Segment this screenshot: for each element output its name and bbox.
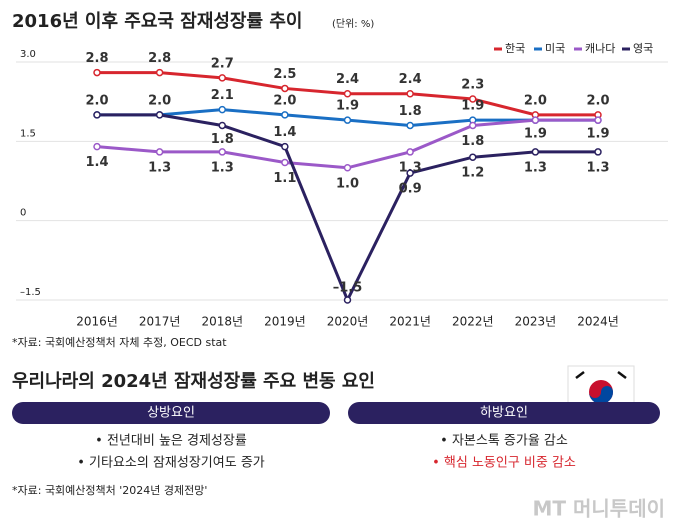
- point: [281, 111, 289, 119]
- value-label: 2.4: [399, 72, 422, 87]
- value-label: 1.9: [586, 127, 609, 142]
- point: [406, 169, 414, 177]
- value-label: 2.0: [85, 93, 108, 108]
- value-label: 2.1: [211, 88, 234, 103]
- upside-item: • 기타요소의 잠재성장기여도 증가: [77, 456, 265, 471]
- x-tick-label: 2017년: [139, 315, 181, 329]
- value-label: 2.5: [273, 67, 296, 82]
- point: [469, 153, 477, 161]
- downside-item: • 자본스톡 증가율 감소: [440, 434, 568, 449]
- value-label: 2.3: [461, 78, 484, 93]
- value-label: 2.8: [148, 51, 171, 66]
- point: [218, 148, 226, 156]
- point: [594, 148, 602, 156]
- watermark: MT 머니투데이: [532, 497, 665, 521]
- legend-label: 한국: [505, 42, 525, 55]
- value-label: 1.3: [211, 160, 234, 175]
- value-label: 1.3: [399, 160, 422, 175]
- point: [155, 68, 164, 77]
- value-label: 2.4: [336, 72, 359, 87]
- point: [343, 164, 352, 172]
- downside-item: • 핵심 노동인구 비중 감소: [432, 456, 576, 471]
- x-tick-label: 2023년: [515, 315, 557, 329]
- value-label: 1.3: [524, 160, 547, 175]
- point: [531, 116, 540, 124]
- upside-item: • 전년대비 높은 경제성장률: [95, 434, 247, 449]
- value-label: 1.1: [273, 171, 296, 186]
- point: [469, 121, 477, 130]
- x-tick-label: 2018년: [201, 315, 243, 329]
- series-line: [96, 118, 598, 170]
- point: [281, 142, 289, 151]
- value-label: 1.4: [85, 155, 108, 170]
- downside-header-bg: [348, 402, 660, 424]
- chart-title: 2016년 이후 주요국 잠재성장률 추이: [12, 11, 302, 32]
- value-label: 1.3: [148, 160, 171, 175]
- value-label: 1.4: [273, 125, 296, 140]
- value-label: 1.0: [336, 176, 359, 191]
- point: [281, 158, 289, 167]
- x-tick-label: 2020년: [327, 315, 369, 329]
- value-label: 2.0: [273, 93, 296, 108]
- point: [93, 68, 101, 77]
- value-label: 1.9: [336, 99, 359, 114]
- value-label: 2.8: [85, 51, 108, 66]
- y-tick-label: 0: [20, 208, 26, 219]
- upside-header: 상방요인: [147, 406, 195, 421]
- point: [469, 95, 477, 103]
- point: [93, 111, 101, 119]
- value-label: 2.0: [148, 93, 171, 108]
- point: [218, 121, 226, 130]
- downside-header: 하방요인: [480, 406, 528, 421]
- value-label: 1.3: [586, 160, 609, 175]
- y-tick-label: –1.5: [20, 287, 41, 298]
- point: [406, 148, 414, 156]
- y-tick-label: 1.5: [20, 128, 36, 139]
- value-label: 2.0: [524, 93, 547, 108]
- x-tick-label: 2022년: [452, 315, 494, 329]
- series-line: [97, 113, 598, 304]
- point: [343, 296, 352, 304]
- legend-label: 캐나다: [585, 42, 615, 55]
- y-tick-label: 3.0: [20, 49, 36, 60]
- point: [155, 148, 164, 156]
- x-tick-label: 2019년: [264, 315, 306, 329]
- value-label: 1.2: [461, 166, 484, 181]
- value-label: 1.8: [399, 104, 422, 119]
- upside-header-bg: [12, 402, 330, 424]
- point: [406, 121, 414, 130]
- value-label: 1.8: [211, 132, 234, 147]
- point: [531, 148, 540, 156]
- section-title: 우리나라의 2024년 잠재성장률 주요 변동 요인: [12, 371, 375, 392]
- point: [218, 74, 226, 82]
- legend-label: 영국: [633, 42, 653, 55]
- point: [343, 89, 352, 98]
- legend-label: 미국: [545, 42, 565, 55]
- x-tick-label: 2021년: [389, 315, 431, 329]
- x-tick-label: 2016년: [76, 315, 118, 329]
- chart-subtitle: (단위: %): [332, 17, 374, 30]
- point: [218, 105, 226, 114]
- x-tick-label: 2024년: [577, 315, 619, 329]
- point: [343, 116, 352, 124]
- point: [155, 111, 164, 119]
- value-label: 1.9: [524, 127, 547, 142]
- value-label: 2.7: [211, 56, 234, 71]
- point: [93, 142, 101, 151]
- value-label: 1.8: [461, 134, 484, 149]
- factors-source: *자료: 국회예산정책처 '2024년 경제전망': [12, 484, 207, 497]
- chart-source: *자료: 국회예산정책처 자체 추정, OECD stat: [12, 336, 227, 349]
- value-label: 1.9: [461, 99, 484, 114]
- point: [281, 84, 289, 93]
- point: [406, 89, 414, 98]
- value-label: 2.0: [586, 93, 609, 108]
- point: [594, 116, 602, 124]
- value-label: –1.5: [333, 281, 363, 296]
- value-label: 0.9: [399, 182, 422, 197]
